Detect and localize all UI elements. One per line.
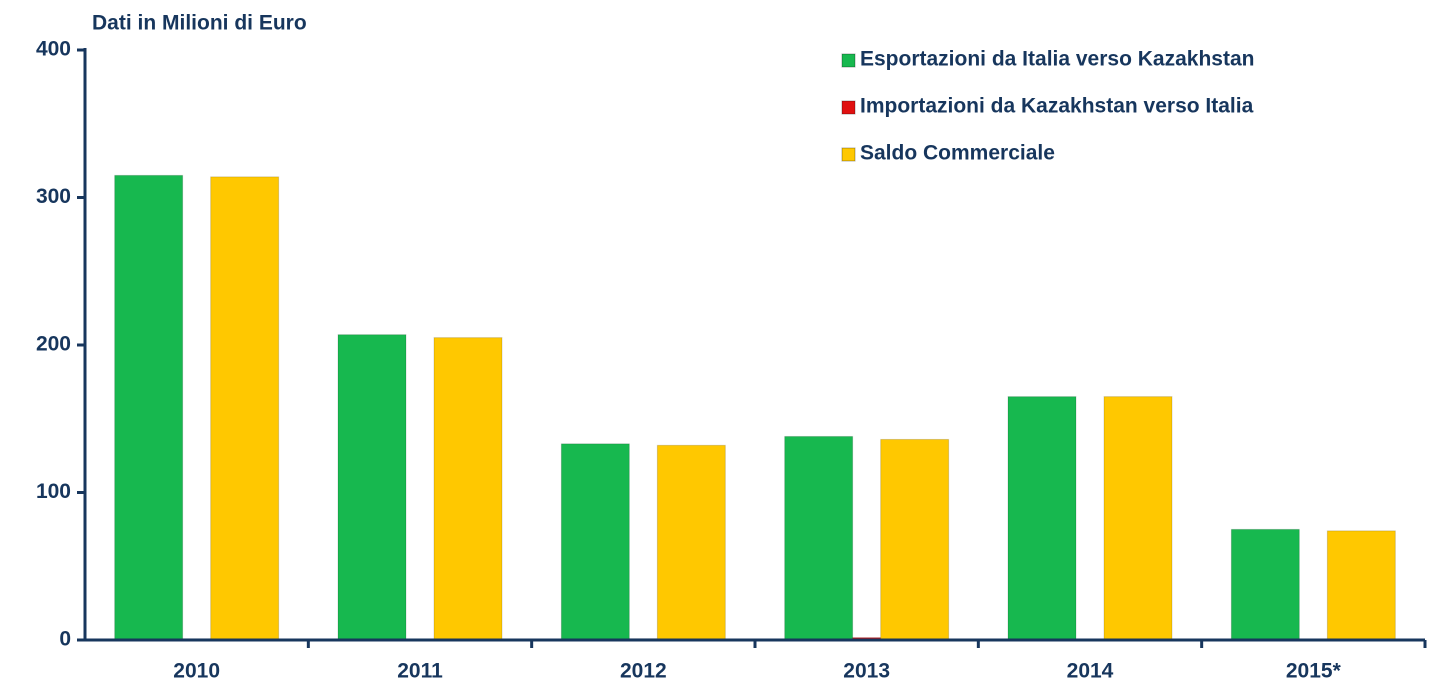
bar [1230,528,1300,641]
legend-label: Esportazioni da Italia verso Kazakhstan [860,48,1254,71]
x-tick-label: 2012 [620,660,667,683]
legend-label: Importazioni da Kazakhstan verso Italia [860,95,1254,118]
chart-title: Dati in Milioni di Euro [92,12,307,35]
x-tick-label: 2013 [843,660,890,683]
y-tick-label: 300 [36,185,71,208]
x-tick-label: 2014 [1067,660,1114,683]
legend-label: Saldo Commerciale [860,142,1055,165]
bar [784,435,854,641]
x-tick-label: 2015* [1286,660,1342,683]
y-tick-label: 200 [36,333,71,356]
bar [560,443,630,641]
legend-swatch [841,100,856,115]
y-tick-label: 100 [36,480,71,503]
bar [1007,396,1077,641]
bar [433,337,503,641]
bar [210,176,280,641]
y-tick-label: 400 [36,38,71,61]
x-tick-label: 2010 [173,660,220,683]
bar [880,438,950,641]
bar [337,334,407,641]
x-tick-label: 2011 [397,660,443,683]
legend-swatch [841,147,856,162]
bar [1326,530,1396,641]
bar [114,174,184,641]
legend-swatch [841,53,856,68]
bar [656,444,726,641]
y-tick-label: 0 [59,628,71,651]
bar [1103,396,1173,641]
